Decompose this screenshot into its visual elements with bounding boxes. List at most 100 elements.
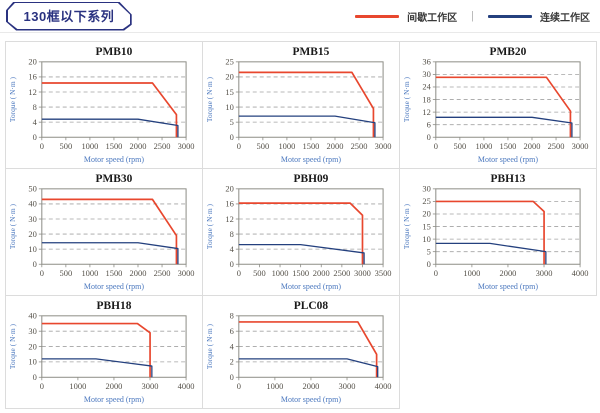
chart-svg-PBH13: PBH13 0 5 10 15 20 25 30 0 1000 2000 3000 4000 Motor … bbox=[402, 173, 589, 291]
x-tick-label: 3000 bbox=[339, 381, 356, 391]
x-tick-label: 0 bbox=[40, 268, 44, 278]
legend: 间歇工作区 | 连续工作区 bbox=[355, 9, 590, 24]
y-tick-label: 0 bbox=[427, 259, 431, 269]
x-tick-label: 0 bbox=[434, 141, 438, 151]
y-tick-label: 20 bbox=[225, 72, 233, 82]
x-tick-label: 0 bbox=[40, 141, 44, 151]
x-axis-label: Motor speed (rpm) bbox=[478, 282, 538, 291]
x-tick-label: 4000 bbox=[178, 381, 195, 391]
y-tick-label: 0 bbox=[230, 372, 234, 382]
y-tick-label: 30 bbox=[28, 326, 36, 336]
x-tick-label: 1500 bbox=[302, 141, 319, 151]
series-line-continuous bbox=[435, 116, 573, 138]
chart-title: PMB20 bbox=[490, 46, 527, 58]
y-tick-label: 40 bbox=[28, 199, 36, 209]
page-title: 130框以下系列 bbox=[7, 3, 131, 29]
chart-cell-PMB20: PMB20 0 6 12 18 24 30 36 0 500 1000 1500 2000 2500 300… bbox=[400, 42, 597, 169]
x-tick-label: 2000 bbox=[130, 141, 147, 151]
series-line-intermittent bbox=[238, 71, 375, 138]
chart-cell-PBH13: PBH13 0 5 10 15 20 25 30 0 1000 2000 3000 4000 Motor … bbox=[400, 169, 597, 296]
y-tick-label: 4 bbox=[230, 341, 235, 351]
x-tick-label: 1000 bbox=[69, 381, 86, 391]
y-tick-label: 16 bbox=[28, 72, 36, 82]
y-tick-label: 20 bbox=[422, 209, 430, 219]
x-tick-label: 3000 bbox=[142, 381, 159, 391]
x-tick-label: 2000 bbox=[105, 381, 122, 391]
header: 130框以下系列 间歇工作区 | 连续工作区 bbox=[0, 0, 600, 33]
charts-grid: PMB10 0 4 8 12 16 20 0 500 1000 1500 2000 2500 3000 Mo… bbox=[5, 41, 597, 409]
y-tick-label: 5 bbox=[230, 117, 234, 127]
y-tick-label: 4 bbox=[33, 117, 38, 127]
x-tick-label: 3000 bbox=[178, 141, 195, 151]
x-tick-label: 3500 bbox=[375, 268, 392, 278]
chart-svg-PLC08: PLC08 0 2 4 6 8 0 1000 2000 3000 4000 Motor speed (… bbox=[205, 300, 392, 404]
chart-title: PBH13 bbox=[490, 173, 525, 185]
chart-svg-PMB20: PMB20 0 6 12 18 24 30 36 0 500 1000 1500 2000 2500 300… bbox=[402, 46, 589, 164]
x-tick-label: 3000 bbox=[572, 141, 589, 151]
y-tick-label: 10 bbox=[225, 102, 233, 112]
y-tick-label: 30 bbox=[422, 184, 430, 194]
x-tick-label: 2000 bbox=[499, 268, 516, 278]
chart-cell-PBH09: PBH09 0 4 8 12 16 20 0 500 1000 1500 2000 2500 3000 35… bbox=[203, 169, 400, 296]
x-axis-label: Motor speed (rpm) bbox=[478, 155, 538, 164]
y-tick-label: 30 bbox=[28, 214, 36, 224]
y-tick-label: 0 bbox=[33, 132, 37, 142]
chart-title: PBH18 bbox=[96, 300, 131, 312]
y-tick-label: 12 bbox=[28, 87, 36, 97]
y-tick-label: 10 bbox=[28, 357, 36, 367]
x-tick-label: 0 bbox=[237, 141, 241, 151]
y-tick-label: 15 bbox=[225, 87, 233, 97]
y-tick-label: 20 bbox=[28, 341, 36, 351]
y-tick-label: 12 bbox=[422, 107, 430, 117]
x-tick-label: 500 bbox=[454, 141, 467, 151]
y-tick-label: 6 bbox=[427, 119, 431, 129]
series-line-intermittent bbox=[435, 200, 545, 265]
x-axis-label: Motor speed (rpm) bbox=[281, 155, 341, 164]
x-tick-label: 3000 bbox=[375, 141, 392, 151]
x-axis-label: Motor speed (rpm) bbox=[281, 395, 341, 404]
series-line-intermittent bbox=[238, 321, 378, 378]
x-tick-label: 2500 bbox=[154, 268, 171, 278]
x-tick-label: 1000 bbox=[266, 381, 283, 391]
y-tick-label: 5 bbox=[427, 246, 431, 256]
x-tick-label: 1000 bbox=[278, 141, 295, 151]
series-line-intermittent bbox=[435, 76, 572, 138]
y-tick-label: 20 bbox=[225, 184, 233, 194]
y-tick-label: 20 bbox=[28, 57, 36, 67]
series-line-continuous bbox=[41, 242, 179, 265]
x-tick-label: 500 bbox=[60, 141, 73, 151]
chart-title: PMB10 bbox=[96, 46, 133, 58]
chart-title: PMB15 bbox=[293, 46, 330, 58]
chart-cell-PMB15: PMB15 0 5 10 15 20 25 0 500 1000 1500 2000 2500 3000 M… bbox=[203, 42, 400, 169]
y-tick-label: 0 bbox=[230, 132, 234, 142]
x-tick-label: 1000 bbox=[463, 268, 480, 278]
legend-label-intermittent: 间歇工作区 bbox=[407, 12, 458, 24]
chart-svg-PMB15: PMB15 0 5 10 15 20 25 0 500 1000 1500 2000 2500 3000 M… bbox=[205, 46, 392, 164]
chart-cell-PBH18: PBH18 0 10 20 30 40 0 1000 2000 3000 4000 Motor spe… bbox=[6, 296, 203, 409]
x-tick-label: 1000 bbox=[475, 141, 492, 151]
x-tick-label: 2500 bbox=[351, 141, 368, 151]
chart-svg-PMB10: PMB10 0 4 8 12 16 20 0 500 1000 1500 2000 2500 3000 Mo… bbox=[8, 46, 195, 164]
y-tick-label: 0 bbox=[427, 132, 431, 142]
series-line-continuous bbox=[41, 358, 153, 378]
y-tick-label: 6 bbox=[230, 326, 234, 336]
chart-svg-PBH09: PBH09 0 4 8 12 16 20 0 500 1000 1500 2000 2500 3000 35… bbox=[205, 173, 392, 291]
y-axis-label: Torque ( N·m ) bbox=[205, 324, 214, 370]
y-tick-label: 50 bbox=[28, 184, 36, 194]
y-tick-label: 25 bbox=[225, 57, 233, 67]
y-tick-label: 30 bbox=[422, 69, 430, 79]
x-tick-label: 1500 bbox=[499, 141, 516, 151]
x-tick-label: 0 bbox=[40, 381, 44, 391]
y-tick-label: 16 bbox=[225, 199, 233, 209]
y-tick-label: 18 bbox=[422, 94, 430, 104]
x-tick-label: 0 bbox=[237, 381, 241, 391]
x-tick-label: 0 bbox=[237, 268, 241, 278]
x-tick-label: 500 bbox=[253, 268, 266, 278]
x-tick-label: 2500 bbox=[333, 268, 350, 278]
series-line-intermittent bbox=[238, 202, 364, 265]
series-line-continuous bbox=[238, 358, 379, 378]
series-line-continuous bbox=[238, 115, 376, 138]
x-tick-label: 1000 bbox=[81, 268, 98, 278]
chart-title: PMB30 bbox=[96, 173, 133, 185]
